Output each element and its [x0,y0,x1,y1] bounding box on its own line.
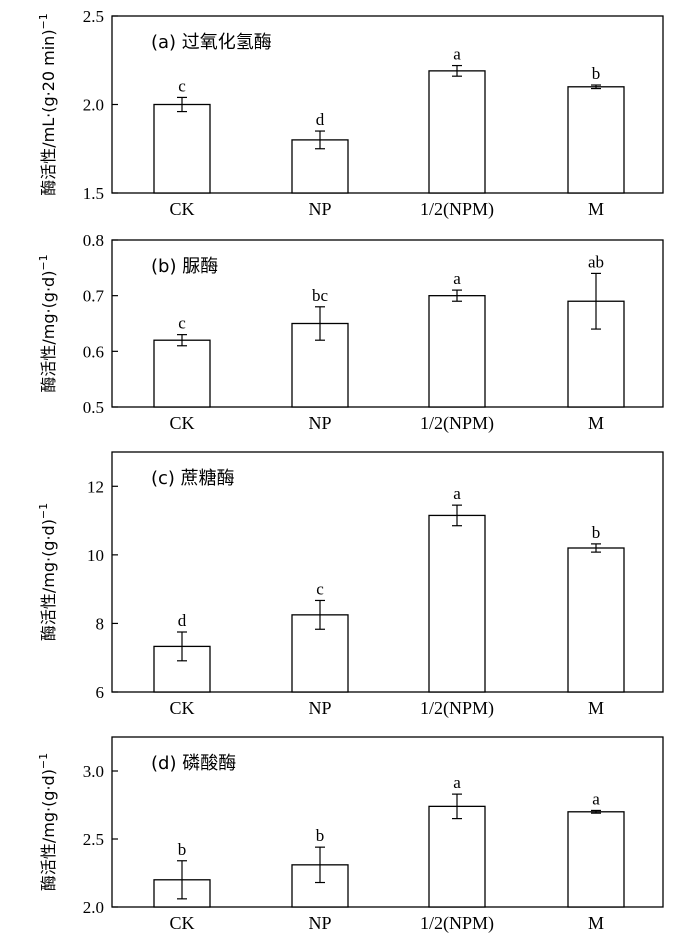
bar [428,805,486,908]
bar [428,514,486,693]
significance-letter: a [453,269,461,288]
plot-frame [111,239,664,408]
y-tick-label: 2.0 [83,898,104,917]
x-tick-label: M [588,413,604,433]
plot-frame [111,736,664,908]
x-tick-label: 1/2(NPM) [420,413,494,434]
chart-panel-2: 6 8 10 12 d CK c NP a 1/2(NPM) b M (c) 蔗糖酶酶活性/mg·(g·… [37,451,664,719]
y-tick-label: 3.0 [83,762,104,781]
y-tick-label: 2.5 [83,7,104,26]
y-tick-label: 10 [87,546,104,565]
significance-letter: a [453,45,461,64]
x-tick-label: CK [169,913,194,933]
bar [567,547,625,693]
significance-letter: b [316,826,325,845]
bar [153,339,211,408]
y-axis-label-text: 酶活性/mg·(g·d) [39,519,58,641]
significance-letter: a [453,773,461,792]
significance-letter: bc [312,286,329,305]
x-tick-label: CK [169,698,194,718]
y-tick-label: 0.5 [83,398,104,417]
y-tick-label: 0.8 [83,231,104,250]
bar [567,86,625,194]
x-tick-label: NP [308,199,331,219]
x-tick-label: M [588,698,604,718]
bar [428,295,486,408]
panel-title: (c) 蔗糖酶 [151,468,235,489]
x-tick-label: M [588,199,604,219]
y-tick-label: 1.5 [83,184,104,203]
plot-frame [111,451,664,693]
y-axis-label-exponent: −1 [37,503,50,519]
significance-letter: c [178,76,186,95]
significance-letter: b [178,840,187,859]
y-axis-label: 酶活性/mg·(g·d)−1 [37,503,58,641]
significance-letter: d [178,611,187,630]
significance-letter: d [316,110,325,129]
significance-letter: a [592,789,600,808]
bar [153,103,211,194]
x-tick-label: 1/2(NPM) [420,199,494,220]
y-axis-label-exponent: −1 [37,254,50,270]
significance-letter: b [592,64,601,83]
y-tick-label: 2.0 [83,96,104,115]
y-axis-label-text: 酶活性/mL·(g·20 min) [39,29,58,195]
y-axis-label-text: 酶活性/mg·(g·d) [39,769,58,891]
x-tick-label: M [588,913,604,933]
y-tick-label: 0.7 [83,287,105,306]
significance-letter: b [592,523,601,542]
x-tick-label: 1/2(NPM) [420,913,494,934]
bar [291,864,349,908]
x-tick-label: NP [308,413,331,433]
bar [153,645,211,693]
y-axis-label: 酶活性/mL·(g·20 min)−1 [37,13,58,196]
y-axis-label-exponent: −1 [37,13,50,29]
y-axis-label-text: 酶活性/mg·(g·d) [39,271,58,393]
y-tick-label: 12 [87,477,104,496]
bar [428,70,486,194]
bar [567,811,625,908]
panel-title: (d) 磷酸酶 [151,753,236,774]
y-tick-label: 0.6 [83,342,104,361]
x-tick-label: NP [308,698,331,718]
y-tick-label: 8 [96,614,105,633]
x-tick-label: NP [308,913,331,933]
y-axis-label: 酶活性/mg·(g·d)−1 [37,254,58,392]
significance-letter: a [453,484,461,503]
x-tick-label: CK [169,413,194,433]
y-axis-label-exponent: −1 [37,753,50,769]
chart-panel-0: 1.5 2.0 2.5 c CK d NP a 1/2(NPM) b M (a) 过氧化氢酶 酶活性/m… [37,7,664,220]
significance-letter: ab [588,252,604,271]
significance-letter: c [316,579,324,598]
y-axis-label: 酶活性/mg·(g·d)−1 [37,753,58,891]
panel-title: (b) 脲酶 [151,256,218,277]
y-tick-label: 2.5 [83,830,104,849]
x-tick-label: CK [169,199,194,219]
y-tick-label: 6 [96,683,105,702]
panel-title: (a) 过氧化氢酶 [151,32,272,53]
significance-letter: c [178,314,186,333]
x-tick-label: 1/2(NPM) [420,698,494,719]
